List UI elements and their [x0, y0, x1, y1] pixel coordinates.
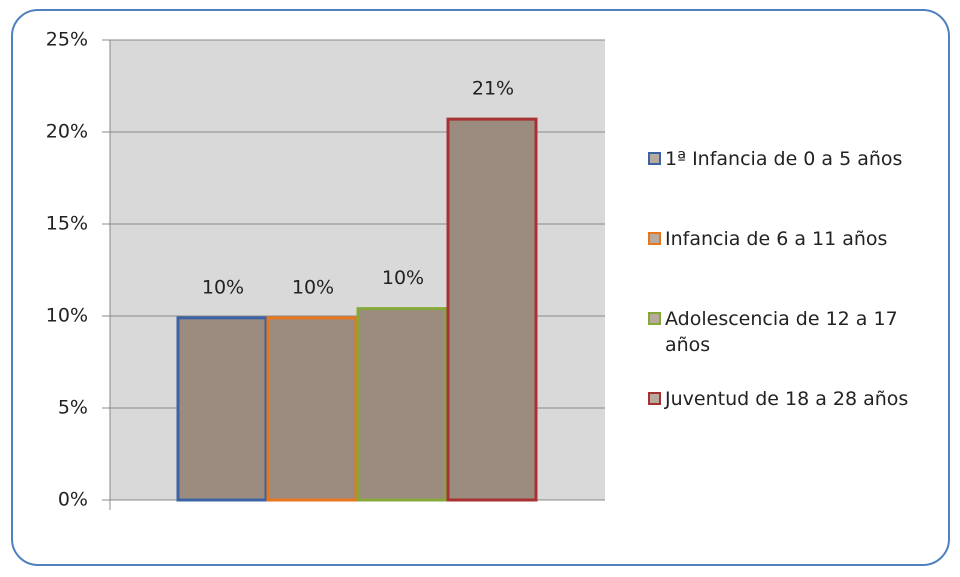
value-label: 10% — [382, 267, 424, 289]
page: {"chart_data": {"type": "bar", "series":… — [0, 0, 960, 577]
bar — [268, 318, 356, 500]
legend-label: 1ª Infancia de 0 a 5 años — [665, 146, 902, 172]
legend-label: Adolescencia de 12 a 17 años — [665, 306, 948, 358]
bar — [178, 318, 266, 500]
legend-item: 1ª Infancia de 0 a 5 años — [648, 146, 948, 226]
legend-swatch — [648, 152, 661, 165]
value-label: 21% — [472, 78, 514, 100]
legend-label: Infancia de 6 a 11 años — [665, 226, 887, 252]
bar — [358, 309, 446, 500]
y-tick-label: 20% — [46, 121, 88, 143]
legend-swatch — [648, 232, 661, 245]
legend-swatch — [648, 392, 661, 405]
legend-item: Juventud de 18 a 28 años — [648, 386, 948, 466]
legend-swatch — [648, 312, 661, 325]
legend-label: Juventud de 18 a 28 años — [665, 386, 908, 412]
y-tick-label: 15% — [46, 213, 88, 235]
bar — [448, 119, 536, 500]
value-label: 10% — [292, 276, 334, 298]
legend-item: Adolescencia de 12 a 17 años — [648, 306, 948, 386]
y-tick-label: 10% — [46, 305, 88, 327]
legend: 1ª Infancia de 0 a 5 años Infancia de 6 a… — [648, 146, 948, 466]
y-tick-label: 25% — [46, 29, 88, 51]
y-tick-label: 0% — [58, 489, 88, 511]
legend-item: Infancia de 6 a 11 años — [648, 226, 948, 306]
value-label: 10% — [202, 276, 244, 298]
y-tick-label: 5% — [58, 397, 88, 419]
